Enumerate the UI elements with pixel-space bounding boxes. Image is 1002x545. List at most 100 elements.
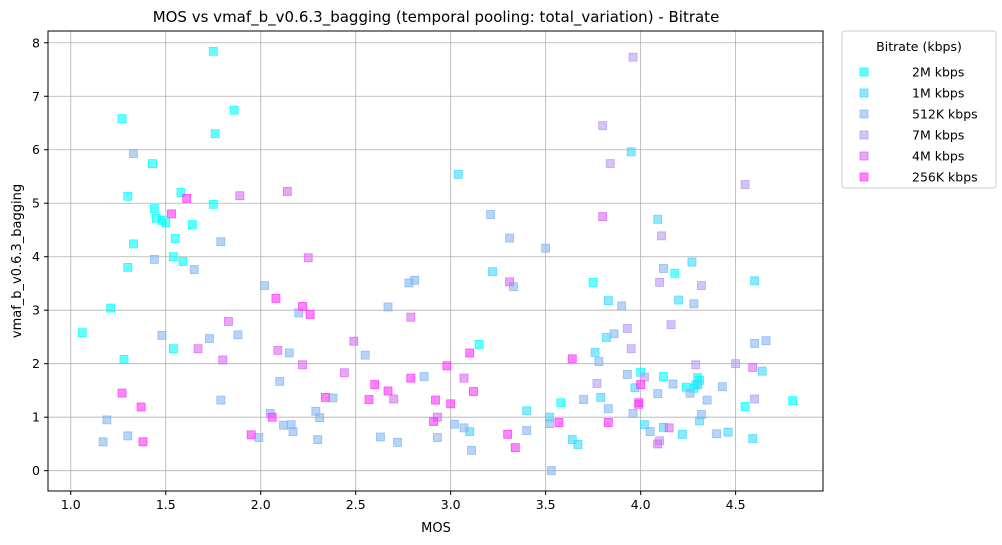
plot-area-frame — [47, 30, 824, 492]
data-point — [556, 398, 566, 408]
legend-label: 7M kbps — [912, 128, 964, 143]
data-point — [410, 275, 420, 285]
data-point — [659, 264, 668, 273]
data-point — [740, 402, 750, 411]
y-tick-label: 4 — [32, 249, 40, 264]
data-point — [598, 212, 608, 222]
data-point — [731, 359, 741, 369]
data-point — [668, 379, 678, 389]
data-point — [603, 418, 613, 427]
data-point — [505, 277, 514, 287]
data-point — [505, 233, 514, 243]
data-point — [254, 433, 264, 442]
data-point — [670, 268, 680, 278]
data-point — [459, 373, 469, 383]
data-point — [717, 382, 727, 392]
data-point — [567, 435, 577, 445]
data-point — [168, 252, 178, 262]
data-point — [432, 433, 442, 442]
data-point — [750, 394, 760, 404]
legend-label: 512K kbps — [912, 107, 978, 122]
data-point — [431, 395, 440, 405]
data-point — [567, 354, 577, 364]
legend-title: Bitrate (kbps) — [876, 39, 962, 54]
series-5 — [117, 194, 646, 453]
data-point — [315, 413, 325, 423]
data-point — [168, 344, 178, 354]
data-point — [628, 52, 638, 62]
data-point — [685, 388, 695, 398]
data-point — [465, 348, 475, 358]
data-point — [628, 409, 638, 418]
data-point — [279, 420, 288, 430]
y-axis-ticks: 0 1 2 3 4 5 6 7 8 — [32, 35, 48, 478]
y-tick-label: 3 — [32, 303, 40, 318]
data-point — [275, 376, 285, 386]
data-point — [442, 361, 452, 371]
legend-frame — [841, 30, 997, 189]
y-tick-label: 7 — [32, 89, 40, 104]
data-point — [328, 393, 338, 403]
y-tick-label: 6 — [32, 142, 40, 157]
data-point — [617, 301, 627, 311]
data-point — [406, 373, 416, 383]
legend-swatch — [859, 67, 869, 77]
data-point — [697, 410, 706, 419]
data-point — [389, 394, 399, 404]
data-point — [406, 312, 416, 322]
data-point — [545, 419, 554, 429]
data-point — [393, 437, 402, 447]
data-point — [284, 348, 294, 358]
data-point — [467, 445, 476, 455]
data-point — [453, 169, 463, 179]
data-point — [653, 439, 663, 449]
data-point — [349, 336, 359, 346]
data-point — [210, 129, 220, 139]
data-point — [603, 404, 613, 414]
data-point — [469, 387, 478, 396]
data-point — [161, 218, 171, 228]
data-point — [788, 396, 798, 406]
data-point — [246, 430, 256, 440]
data-point — [446, 399, 456, 409]
data-point — [594, 357, 604, 366]
legend-label: 1M kbps — [912, 86, 964, 101]
data-point — [645, 427, 655, 437]
data-point — [636, 380, 646, 389]
data-point — [182, 194, 192, 203]
data-point — [691, 360, 701, 370]
legend-label: 4M kbps — [912, 149, 964, 164]
data-point — [603, 296, 613, 305]
y-tick-label: 1 — [32, 410, 40, 425]
data-point — [474, 340, 484, 349]
x-tick-label: 3.0 — [441, 497, 461, 512]
data-point — [235, 191, 245, 201]
data-point — [750, 338, 760, 348]
data-point — [590, 348, 600, 357]
data-point — [622, 323, 632, 333]
data-point — [598, 121, 608, 131]
data-point — [693, 380, 703, 389]
data-point — [208, 199, 218, 209]
data-point — [712, 429, 722, 439]
data-points — [77, 46, 798, 476]
legend: Bitrate (kbps) 2M kbps 1M kbps 512K kbps 7M… — [841, 30, 997, 189]
data-point — [588, 277, 598, 287]
data-point — [640, 420, 649, 430]
y-tick-label: 2 — [32, 356, 40, 371]
data-point — [189, 265, 199, 274]
data-point — [149, 254, 159, 264]
data-point — [148, 159, 157, 169]
x-tick-label: 1.0 — [61, 497, 81, 512]
data-point — [450, 419, 459, 429]
data-point — [554, 418, 564, 427]
data-point — [129, 149, 138, 158]
data-point — [170, 234, 180, 243]
legend-label: 2M kbps — [912, 65, 964, 80]
data-point — [267, 412, 277, 422]
data-point — [178, 257, 188, 266]
data-point — [702, 395, 712, 405]
data-point — [622, 369, 632, 379]
